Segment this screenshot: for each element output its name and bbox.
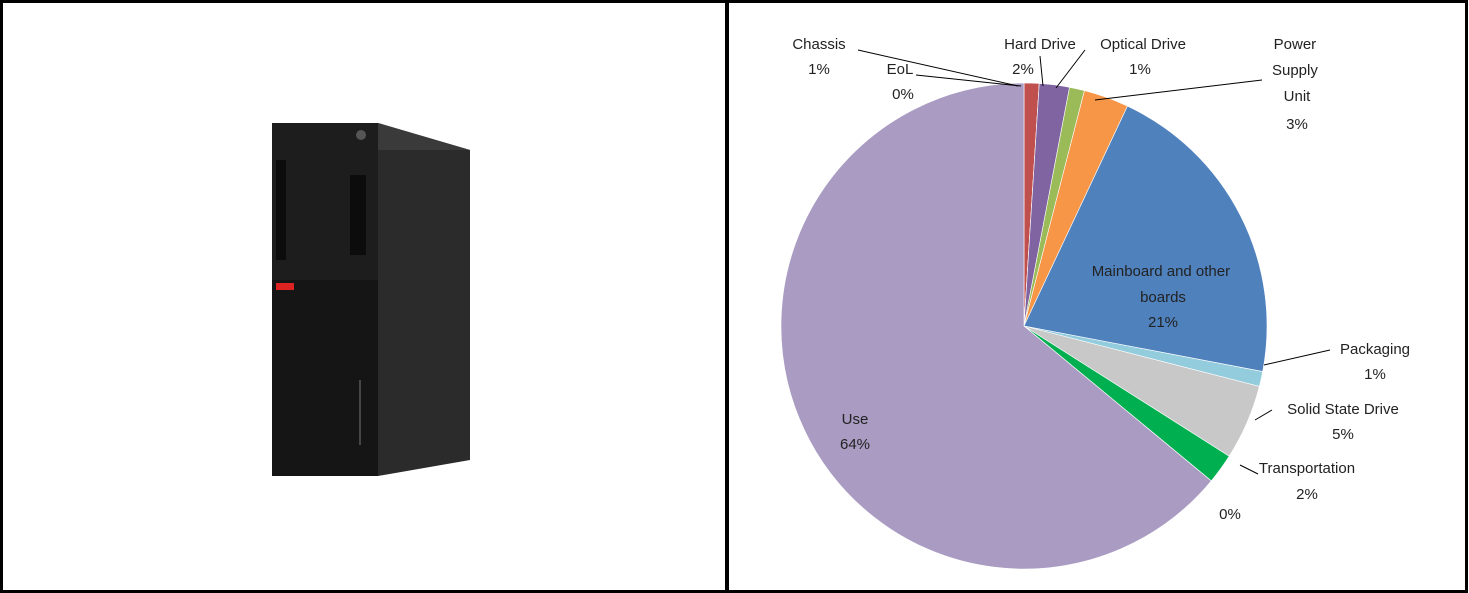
- leader-line: [1039, 55, 1044, 87]
- slice-label: Chassis: [792, 36, 845, 53]
- slice-value-label: 0%: [892, 86, 914, 103]
- slice-label: Power Supply Unit: [1272, 36, 1322, 105]
- slice-value-label: 2%: [1012, 61, 1034, 78]
- slice-label: Mainboard and other boards: [1092, 263, 1235, 306]
- slice-value-label: 3%: [1286, 116, 1308, 133]
- slice-label: Solid State Drive: [1287, 401, 1399, 418]
- leader-line: [1263, 349, 1331, 366]
- leader-line: [1239, 464, 1259, 475]
- slice-value-label: 1%: [1364, 366, 1386, 383]
- slice-label: Transportation: [1259, 460, 1355, 477]
- slice-label: Optical Drive: [1100, 36, 1186, 53]
- slice-value-label: 2%: [1296, 486, 1318, 503]
- slice-value-label: 21%: [1148, 314, 1178, 331]
- slice-value-label: 1%: [1129, 61, 1151, 78]
- pc-image: [272, 123, 470, 476]
- pie-slice: [780, 82, 1212, 570]
- leader-line: [857, 49, 1019, 87]
- slice-label: EoL: [887, 61, 914, 78]
- slice-value-label: 64%: [840, 436, 870, 453]
- leader-line: [1055, 49, 1086, 89]
- slice-value-label: 1%: [808, 61, 830, 78]
- slice-label: Packaging: [1340, 341, 1410, 358]
- leader-line: [1094, 79, 1263, 101]
- slice-value-label: 0%: [1219, 506, 1241, 523]
- slice-label: Use: [842, 411, 869, 428]
- leader-line: [915, 74, 1022, 87]
- leader-line: [1254, 409, 1273, 421]
- slice-label: Hard Drive: [1004, 36, 1076, 53]
- pie-slice: [1023, 105, 1268, 372]
- slice-value-label: 5%: [1332, 426, 1354, 443]
